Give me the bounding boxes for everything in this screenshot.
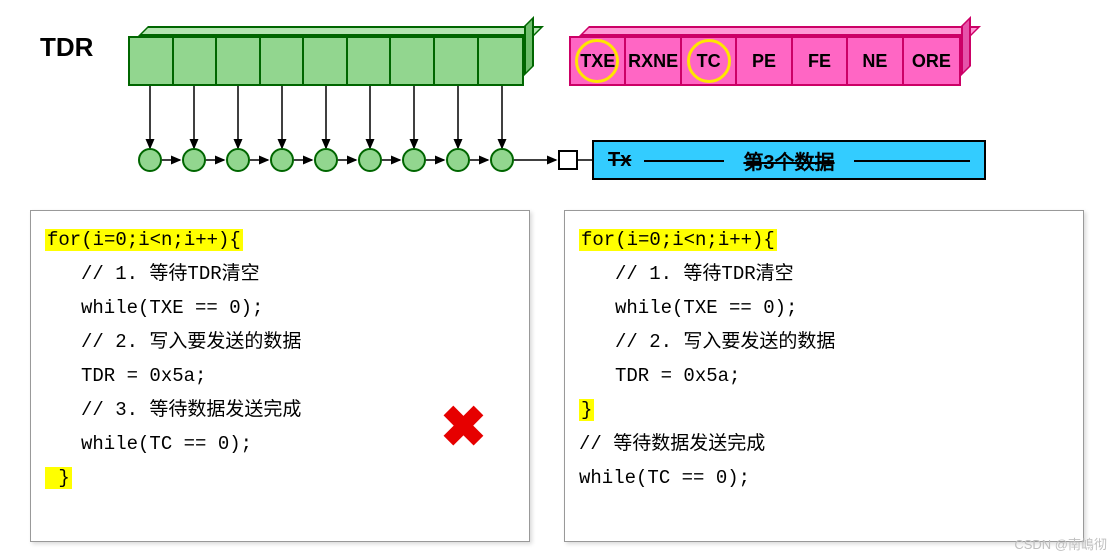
shift-bit-circle	[182, 148, 206, 172]
cross-icon: ✖	[440, 394, 487, 460]
code-line: // 2. 写入要发送的数据	[45, 325, 515, 359]
code-line: TDR = 0x5a;	[579, 359, 1069, 393]
tdr-bit-cell	[348, 38, 392, 84]
tdr-bit-cell	[304, 38, 348, 84]
tx-bar-dashes-right	[854, 160, 970, 162]
shift-bit-circle	[358, 148, 382, 172]
tdr-bit-cell	[174, 38, 218, 84]
code-panel-wrong: for(i=0;i<n;i++){// 1. 等待TDR清空while(TXE …	[30, 210, 530, 542]
status-flag-rxne: RXNE	[626, 38, 681, 84]
code-line: while(TXE == 0);	[45, 291, 515, 325]
code-line: }	[579, 393, 1069, 427]
shift-bit-circle	[490, 148, 514, 172]
output-box	[558, 150, 578, 170]
code-line: // 等待数据发送完成	[579, 427, 1069, 461]
code-line: // 2. 写入要发送的数据	[579, 325, 1069, 359]
code-line: TDR = 0x5a;	[45, 359, 515, 393]
code-line: // 1. 等待TDR清空	[579, 257, 1069, 291]
watermark-text: CSDN @南嶋彻	[1014, 534, 1107, 553]
tdr-bit-cell	[479, 38, 523, 84]
code-line: for(i=0;i<n;i++){	[45, 223, 515, 257]
shift-bit-circle	[446, 148, 470, 172]
shift-bit-circle	[402, 148, 426, 172]
tdr-bit-cell	[261, 38, 305, 84]
code-line: for(i=0;i<n;i++){	[579, 223, 1069, 257]
tx-bar-left-text: Tx	[608, 149, 631, 172]
shift-bit-circle	[314, 148, 338, 172]
code-line: }	[45, 461, 515, 495]
tx-bar-dashes-left	[644, 160, 724, 162]
status-flag-tc: TC	[682, 38, 737, 84]
tdr-bit-cell	[435, 38, 479, 84]
status-flag-ore: ORE	[904, 38, 959, 84]
tx-data-bar: Tx 第3个数据	[592, 140, 986, 180]
tdr-bit-cell	[391, 38, 435, 84]
tdr-label: TDR	[40, 32, 93, 63]
status-flag-ne: NE	[848, 38, 903, 84]
status-register-block: TXERXNETCPEFENEORE	[569, 36, 961, 86]
status-flag-fe: FE	[793, 38, 848, 84]
shift-bit-circle	[226, 148, 250, 172]
code-panel-correct: for(i=0;i<n;i++){// 1. 等待TDR清空while(TXE …	[564, 210, 1084, 542]
tx-bar-center-text: 第3个数据	[743, 146, 834, 175]
tdr-bit-cell	[130, 38, 174, 84]
shift-bit-circle	[270, 148, 294, 172]
code-line: while(TC == 0);	[579, 461, 1069, 495]
shift-bit-circle	[138, 148, 162, 172]
status-flag-pe: PE	[737, 38, 792, 84]
tdr-register-block	[128, 36, 524, 86]
code-line: // 1. 等待TDR清空	[45, 257, 515, 291]
status-flag-txe: TXE	[571, 38, 626, 84]
tdr-bit-cell	[217, 38, 261, 84]
code-line: while(TXE == 0);	[579, 291, 1069, 325]
